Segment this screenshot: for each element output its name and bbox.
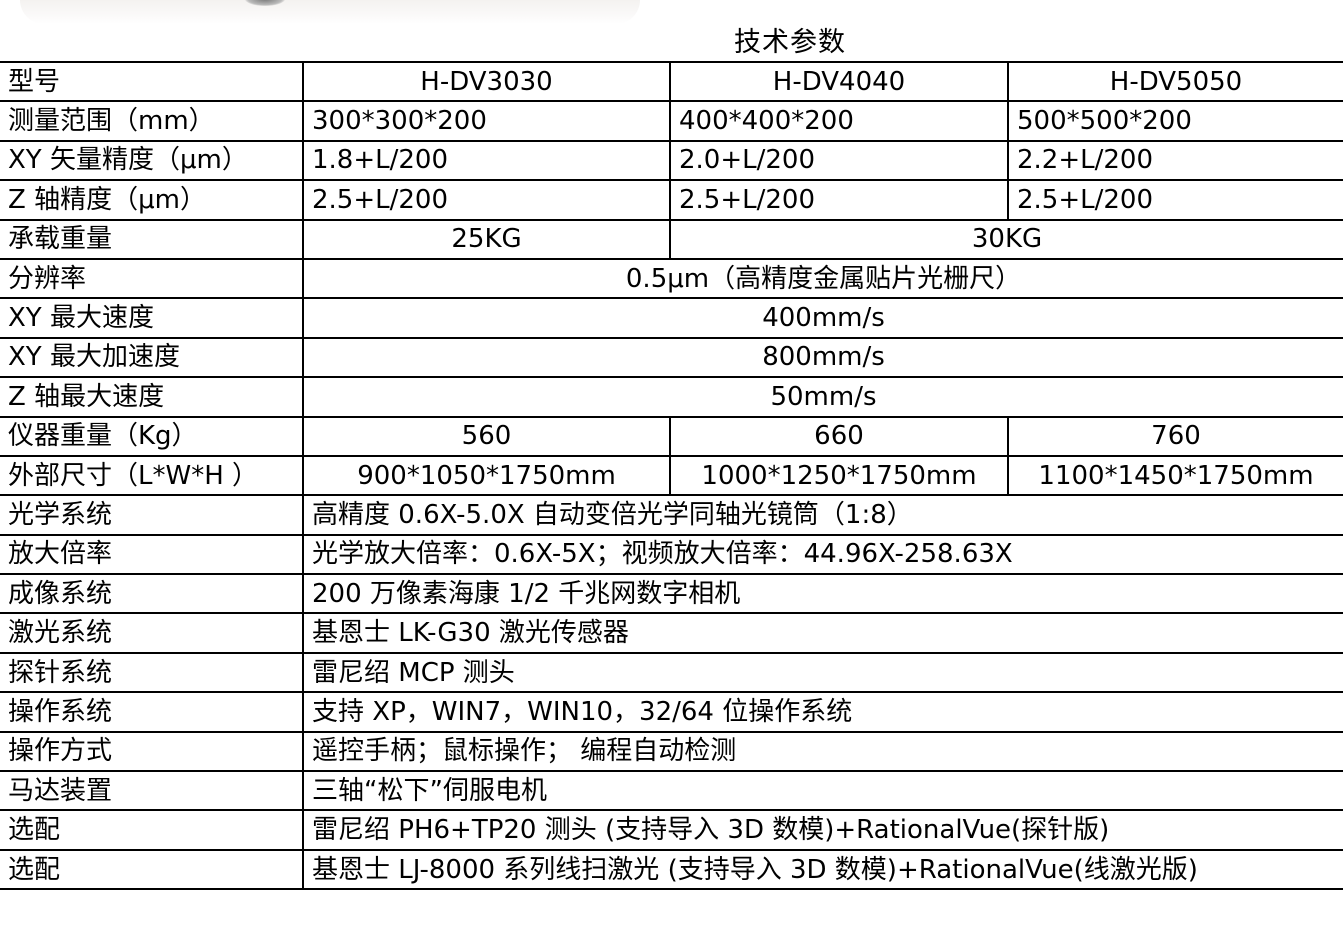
spec-value: 25KG bbox=[302, 218, 671, 260]
row-label: 仪器重量（Kg） bbox=[0, 415, 304, 457]
row-label: Z 轴最大速度 bbox=[0, 376, 304, 418]
spec-value: 2.5+L/200 bbox=[1007, 179, 1343, 221]
table-row: 测量范围（mm） 300*300*200 400*400*200 500*500*20… bbox=[0, 100, 1343, 142]
table-row: 型号 H-DV3030 H-DV4040 H-DV5050 bbox=[0, 60, 1343, 103]
table-row: 分辨率 0.5μm（高精度金属贴片光栅尺） bbox=[0, 257, 1343, 300]
spec-value: 基恩士 LJ-8000 系列线扫激光 (支持导入 3D 数模)+Rational… bbox=[302, 848, 1343, 891]
row-label: 分辨率 bbox=[0, 257, 304, 300]
row-label: 放大倍率 bbox=[0, 533, 304, 576]
table-row: 操作方式 遥控手柄；鼠标操作； 编程自动检测 bbox=[0, 730, 1343, 773]
spec-value: 400*400*200 bbox=[669, 100, 1009, 142]
spec-value: 2.2+L/200 bbox=[1007, 139, 1343, 182]
spec-value: 300*300*200 bbox=[302, 100, 671, 142]
spec-value: 1100*1450*1750mm bbox=[1007, 454, 1343, 497]
spec-value: 200 万像素海康 1/2 千兆网数字相机 bbox=[302, 573, 1343, 615]
table-row: 仪器重量（Kg） 560 660 760 bbox=[0, 415, 1343, 457]
spec-value: 2.0+L/200 bbox=[669, 139, 1009, 182]
row-label: XY 矢量精度（μm） bbox=[0, 139, 304, 182]
spec-value: 800mm/s bbox=[302, 336, 1343, 379]
spec-value: 500*500*200 bbox=[1007, 100, 1343, 142]
spec-value: 基恩士 LK-G30 激光传感器 bbox=[302, 612, 1343, 654]
row-label: 型号 bbox=[0, 60, 304, 103]
table-row: XY 矢量精度（μm） 1.8+L/200 2.0+L/200 2.2+L/200 bbox=[0, 139, 1343, 182]
table-row: 光学系统 高精度 0.6X-5.0X 自动变倍光学同轴光镜筒（1:8） bbox=[0, 494, 1343, 536]
row-label: 操作系统 bbox=[0, 691, 304, 733]
table-row: 外部尺寸（L*W*H ） 900*1050*1750mm 1000*1250*175… bbox=[0, 454, 1343, 497]
spec-value: 1.8+L/200 bbox=[302, 139, 671, 182]
spec-value: 30KG bbox=[669, 218, 1343, 260]
model-header: H-DV4040 bbox=[669, 60, 1009, 103]
row-label: 激光系统 bbox=[0, 612, 304, 654]
table-row: 操作系统 支持 XP，WIN7，WIN10，32/64 位操作系统 bbox=[0, 691, 1343, 733]
row-label: XY 最大加速度 bbox=[0, 336, 304, 379]
table-row: XY 最大加速度 800mm/s bbox=[0, 336, 1343, 379]
spec-value: 900*1050*1750mm bbox=[302, 454, 671, 497]
row-label: 选配 bbox=[0, 848, 304, 891]
table-row: 放大倍率 光学放大倍率：0.6X-5X；视频放大倍率：44.96X-258.63X bbox=[0, 533, 1343, 576]
table-row: 承载重量 25KG 30KG bbox=[0, 218, 1343, 260]
spec-value: 雷尼绍 MCP 测头 bbox=[302, 651, 1343, 694]
table-row: XY 最大速度 400mm/s bbox=[0, 297, 1343, 339]
row-label: 测量范围（mm） bbox=[0, 100, 304, 142]
photo-detail bbox=[245, 0, 285, 6]
spec-value: 2.5+L/200 bbox=[669, 179, 1009, 221]
spec-value: 760 bbox=[1007, 415, 1343, 457]
spec-value: 遥控手柄；鼠标操作； 编程自动检测 bbox=[302, 730, 1343, 773]
table-row: 选配 雷尼绍 PH6+TP20 测头 (支持导入 3D 数模)+RationalV… bbox=[0, 809, 1343, 851]
spec-value: 2.5+L/200 bbox=[302, 179, 671, 221]
table-row: 探针系统 雷尼绍 MCP 测头 bbox=[0, 651, 1343, 694]
spec-value: 1000*1250*1750mm bbox=[669, 454, 1009, 497]
spec-value: 支持 XP，WIN7，WIN10，32/64 位操作系统 bbox=[302, 691, 1343, 733]
row-label: 外部尺寸（L*W*H ） bbox=[0, 454, 304, 497]
spec-value: 400mm/s bbox=[302, 297, 1343, 339]
table-row: 激光系统 基恩士 LK-G30 激光传感器 bbox=[0, 612, 1343, 654]
spec-value: 光学放大倍率：0.6X-5X；视频放大倍率：44.96X-258.63X bbox=[302, 533, 1343, 576]
model-header: H-DV3030 bbox=[302, 60, 671, 103]
row-label: 马达装置 bbox=[0, 770, 304, 812]
row-label: 成像系统 bbox=[0, 573, 304, 615]
row-label: 探针系统 bbox=[0, 651, 304, 694]
spec-table: 型号 H-DV3030 H-DV4040 H-DV5050 测量范围（mm） 300*30… bbox=[0, 60, 1343, 891]
table-row: 选配 基恩士 LJ-8000 系列线扫激光 (支持导入 3D 数模)+Ration… bbox=[0, 848, 1343, 891]
row-label: 选配 bbox=[0, 809, 304, 851]
spec-value: 560 bbox=[302, 415, 671, 457]
row-label: 承载重量 bbox=[0, 218, 304, 260]
model-header: H-DV5050 bbox=[1007, 60, 1343, 103]
table-row: Z 轴最大速度 50mm/s bbox=[0, 376, 1343, 418]
spec-value: 660 bbox=[669, 415, 1009, 457]
spec-value: 50mm/s bbox=[302, 376, 1343, 418]
row-label: 操作方式 bbox=[0, 730, 304, 773]
product-photo-fragment bbox=[20, 0, 640, 24]
spec-value: 三轴“松下”伺服电机 bbox=[302, 770, 1343, 812]
table-row: 马达装置 三轴“松下”伺服电机 bbox=[0, 770, 1343, 812]
row-label: XY 最大速度 bbox=[0, 297, 304, 339]
table-row: Z 轴精度（μm） 2.5+L/200 2.5+L/200 2.5+L/200 bbox=[0, 179, 1343, 221]
table-row: 成像系统 200 万像素海康 1/2 千兆网数字相机 bbox=[0, 573, 1343, 615]
spec-value: 0.5μm（高精度金属贴片光栅尺） bbox=[302, 257, 1343, 300]
row-label: 光学系统 bbox=[0, 494, 304, 536]
spec-value: 雷尼绍 PH6+TP20 测头 (支持导入 3D 数模)+RationalVue… bbox=[302, 809, 1343, 851]
table-title: 技术参数 bbox=[734, 27, 846, 58]
spec-value: 高精度 0.6X-5.0X 自动变倍光学同轴光镜筒（1:8） bbox=[302, 494, 1343, 536]
row-label: Z 轴精度（μm） bbox=[0, 179, 304, 221]
